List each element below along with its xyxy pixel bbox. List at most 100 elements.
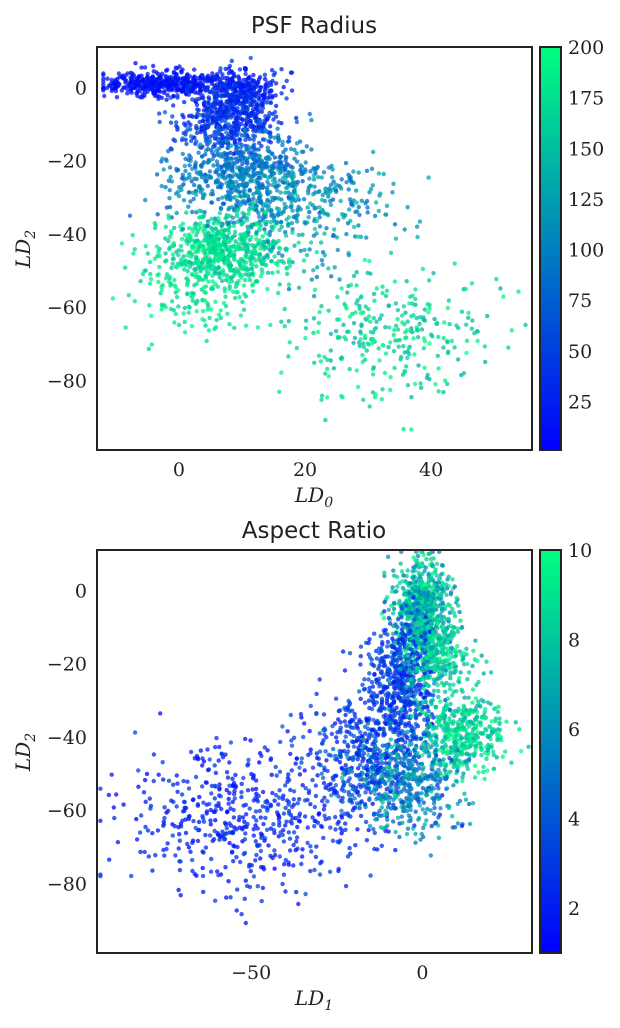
scatter-points (101, 55, 528, 432)
scatter-point (332, 227, 337, 232)
scatter-point (346, 172, 351, 177)
scatter-point (140, 78, 146, 83)
scatter-point (173, 311, 178, 317)
scatter-point (275, 126, 280, 131)
scatter-point (220, 221, 225, 226)
scatter-point (163, 251, 168, 256)
scatter-point (215, 162, 220, 168)
scatter-point (173, 290, 178, 295)
scatter-point (241, 176, 246, 182)
colorbar-tick-label: 200 (568, 37, 604, 59)
scatter-point (187, 172, 192, 177)
scatter-point (246, 89, 252, 95)
scatter-point (196, 150, 201, 155)
scatter-point (263, 222, 269, 227)
scatter-point (405, 355, 410, 361)
scatter-point (384, 595, 390, 600)
scatter-point (353, 310, 358, 315)
scatter-point (398, 561, 403, 566)
scatter-point (380, 387, 385, 392)
scatter-point (268, 322, 273, 328)
scatter-point (376, 346, 381, 351)
scatter-point (391, 349, 397, 354)
scatter-point (211, 163, 216, 168)
scatter-point (271, 165, 277, 170)
scatter-point (326, 191, 331, 196)
scatter-point (220, 136, 225, 142)
scatter-point (523, 322, 528, 328)
scatter-point (228, 129, 234, 134)
scatter-point (403, 330, 408, 335)
scatter-point (194, 97, 199, 102)
scatter-point (403, 740, 408, 745)
scatter-point (224, 130, 229, 135)
scatter-point (251, 72, 256, 78)
scatter-point (294, 141, 300, 146)
scatter-point (193, 250, 198, 255)
scatter-point (238, 202, 244, 207)
scatter-point (198, 226, 203, 231)
scatter-point (443, 721, 448, 726)
scatter-point (300, 179, 305, 184)
scatter-point (428, 556, 434, 562)
scatter-point (171, 256, 176, 261)
scatter-point (391, 700, 396, 705)
scatter-point (266, 239, 271, 244)
scatter-point (413, 691, 418, 696)
scatter-point (258, 85, 264, 90)
scatter-point (371, 691, 376, 696)
scatter-point (489, 745, 494, 750)
scatter-point (433, 705, 438, 710)
scatter-point (320, 192, 325, 198)
scatter-point (202, 210, 207, 215)
scatter-point (133, 61, 138, 66)
scatter-point (415, 234, 420, 240)
scatter-point (370, 183, 375, 188)
scatter-point (312, 226, 318, 232)
scatter-point (235, 219, 240, 225)
scatter-point (396, 344, 401, 349)
scatter-point (220, 195, 225, 200)
scatter-point (243, 123, 248, 128)
scatter-point (406, 346, 411, 351)
scatter-point (225, 145, 231, 150)
scatter-point (363, 316, 368, 322)
scatter-point (413, 296, 418, 302)
scatter-point (238, 111, 243, 116)
scatter-point (325, 799, 330, 804)
scatter-point (109, 86, 115, 91)
scatter-point (298, 163, 303, 168)
scatter-point (185, 253, 190, 258)
scatter-point (202, 172, 208, 177)
scatter-point (231, 289, 236, 294)
scatter-point (282, 201, 287, 207)
scatter-point (171, 70, 177, 76)
scatter-point (159, 307, 164, 312)
scatter-point (369, 341, 375, 346)
scatter-point (272, 254, 277, 259)
scatter-point (421, 346, 426, 351)
scatter-point (476, 770, 481, 775)
scatter-point (143, 197, 148, 203)
scatter-point (339, 286, 344, 291)
scatter-point (279, 67, 284, 72)
scatter-point (232, 137, 238, 143)
scatter-point (190, 246, 195, 251)
scatter-point (224, 125, 229, 131)
scatter-point (264, 100, 270, 105)
scatter-point (419, 385, 424, 390)
scatter-point (227, 286, 232, 291)
scatter-point (183, 168, 188, 174)
scatter-point (219, 132, 225, 138)
scatter-point (210, 239, 216, 245)
scatter-point (363, 790, 368, 795)
scatter-point (473, 744, 478, 749)
colorbar-tick-label: 175 (568, 88, 604, 110)
scatter-point (483, 727, 488, 732)
scatter-point (218, 140, 223, 145)
scatter-point (131, 251, 136, 256)
scatter-point (269, 259, 274, 264)
scatter-point (339, 212, 345, 217)
scatter-point (281, 150, 286, 155)
scatter-point (271, 72, 276, 78)
